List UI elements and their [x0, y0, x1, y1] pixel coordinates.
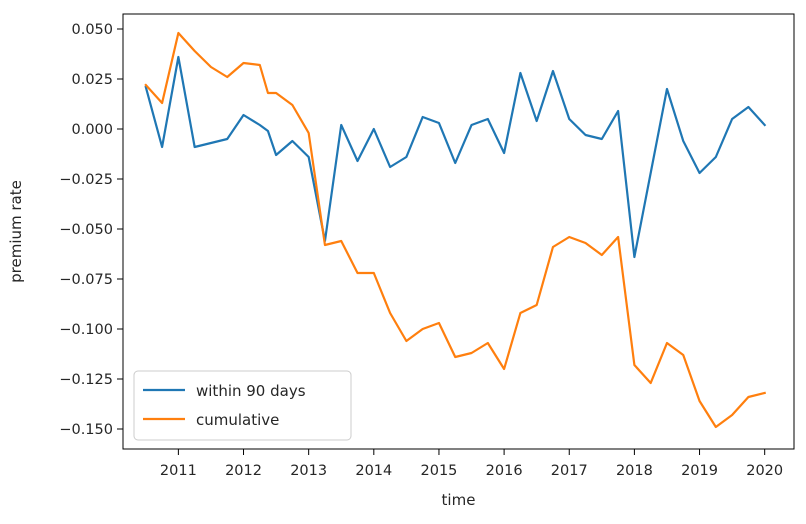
x-tick-label: 2015	[421, 463, 458, 479]
series-line-cumulative	[144, 31, 767, 429]
series-line-within-90-days	[144, 55, 767, 259]
x-tick-label: 2020	[746, 463, 783, 479]
y-tick-label: 0.000	[71, 122, 113, 138]
y-tick-label: −0.150	[59, 422, 113, 438]
legend-label: within 90 days	[196, 382, 306, 400]
x-axis-label: time	[442, 491, 476, 509]
series-layer	[144, 31, 767, 429]
y-tick-label: −0.025	[59, 172, 113, 188]
axes-layer: 2011 2012 2013 2014 2015 2016 2017 2018 2019 2020…	[59, 13, 795, 479]
x-tick-label: 2019	[681, 463, 718, 479]
y-tick-label: 0.050	[71, 22, 113, 38]
x-tick-label: 2018	[616, 463, 653, 479]
legend-label: cumulative	[196, 411, 279, 429]
x-tick-label: 2014	[355, 463, 392, 479]
x-tick-label: 2016	[486, 463, 523, 479]
y-tick-label: −0.125	[59, 372, 113, 388]
legend-box	[133, 370, 352, 441]
y-axis-label: premium rate	[7, 180, 25, 283]
y-tick-label: −0.100	[59, 322, 113, 338]
y-tick-label: −0.050	[59, 222, 113, 238]
x-tick-label: 2013	[290, 463, 327, 479]
axes-frame	[122, 13, 795, 450]
y-tick-label: 0.025	[71, 72, 113, 88]
y-tick-label: −0.075	[59, 272, 113, 288]
legend: within 90 days cumulative	[133, 370, 352, 441]
x-tick-label: 2011	[160, 463, 197, 479]
x-tick-label: 2017	[551, 463, 588, 479]
x-tick-label: 2012	[225, 463, 262, 479]
